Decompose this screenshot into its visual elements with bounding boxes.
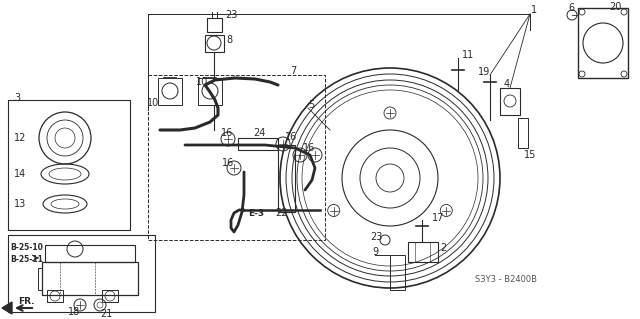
Text: 1: 1 xyxy=(531,5,537,15)
Text: 22: 22 xyxy=(275,208,287,218)
Text: 17: 17 xyxy=(432,213,444,223)
Text: 9: 9 xyxy=(372,247,378,257)
Text: 12: 12 xyxy=(14,133,26,143)
Text: 11: 11 xyxy=(462,50,474,60)
Text: 3: 3 xyxy=(14,93,20,103)
Text: 14: 14 xyxy=(14,169,26,179)
Text: 7: 7 xyxy=(290,66,296,76)
Text: E-3: E-3 xyxy=(248,209,264,218)
Text: 16: 16 xyxy=(303,143,316,153)
Text: 13: 13 xyxy=(14,199,26,209)
Polygon shape xyxy=(2,302,12,314)
Text: 21: 21 xyxy=(100,309,113,319)
Text: 8: 8 xyxy=(226,35,232,45)
Text: 5: 5 xyxy=(308,100,314,110)
Text: 23: 23 xyxy=(225,10,237,20)
Text: 19: 19 xyxy=(478,67,490,77)
Text: 23: 23 xyxy=(370,232,382,242)
Text: 6: 6 xyxy=(568,3,574,13)
Text: 16: 16 xyxy=(222,158,234,168)
Text: 10: 10 xyxy=(196,77,208,87)
Text: 15: 15 xyxy=(524,150,536,160)
Text: 18: 18 xyxy=(68,307,80,317)
Text: B-25-11: B-25-11 xyxy=(10,256,43,264)
Text: 16: 16 xyxy=(221,128,233,138)
Text: B-25-10: B-25-10 xyxy=(10,243,43,253)
Text: FR.: FR. xyxy=(18,298,35,307)
Text: 16: 16 xyxy=(285,132,297,142)
Text: 10: 10 xyxy=(147,98,159,108)
Text: 2: 2 xyxy=(440,243,446,253)
Text: 4: 4 xyxy=(504,79,510,89)
Text: S3Y3 - B2400B: S3Y3 - B2400B xyxy=(475,276,537,285)
Text: 24: 24 xyxy=(253,128,266,138)
Text: 20: 20 xyxy=(609,2,621,12)
